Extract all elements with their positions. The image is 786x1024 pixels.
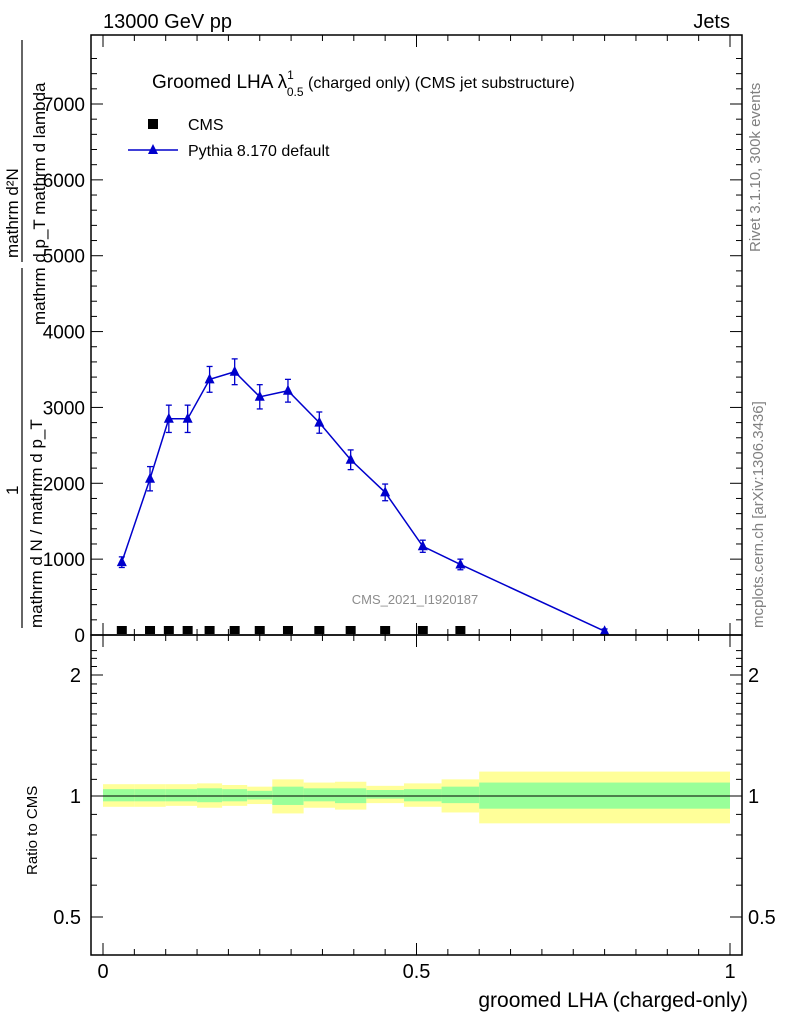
- cms-data-point: [116, 626, 127, 634]
- ratio-frame: [90, 634, 743, 956]
- y-tick-label: 7000: [43, 95, 85, 116]
- plot-title: Groomed LHA λ1 0.5 (charged only) (CMS je…: [152, 68, 575, 99]
- cms-data-point: [455, 626, 466, 634]
- cms-data-point: [182, 626, 193, 634]
- ratio-y-tick-labels: 0.5 0.5 1 1 2 2: [53, 665, 776, 929]
- pythia-data-point: [380, 486, 391, 497]
- main-y-axis-label: mathrm d²N mathrm d p_T mathrm d lambda …: [3, 40, 49, 628]
- pythia-line: [121, 370, 605, 632]
- cms-data-point: [254, 626, 265, 634]
- cms-data-point: [145, 626, 156, 634]
- ratio-band-inner: [366, 789, 404, 799]
- rivet-label: Rivet 3.1.10, 300k events: [747, 83, 764, 252]
- pythia-data-point: [116, 556, 127, 567]
- ratio-band-inner: [197, 788, 223, 803]
- cms-data-point: [345, 626, 356, 634]
- pythia-data-point: [282, 384, 293, 395]
- x-tick-label: 0.5: [403, 961, 431, 983]
- header-right: Jets: [693, 11, 730, 33]
- pythia-data-point: [163, 412, 174, 423]
- pythia-data-point: [455, 558, 466, 569]
- x-tick-labels: 0 0.5 1: [97, 961, 735, 983]
- ylabel-prefactor: 1: [3, 486, 22, 495]
- ratio-band-inner: [247, 790, 273, 800]
- cms-data-point: [314, 626, 325, 634]
- cms-data-point: [417, 626, 428, 634]
- cms-data-point: [380, 626, 391, 634]
- pythia-data-point: [254, 390, 265, 401]
- y-tick-label: 3000: [43, 398, 85, 419]
- ratio-y-tick-label-right: 0.5: [748, 907, 776, 929]
- pythia-data-point: [314, 416, 325, 427]
- y-tick-label: 2000: [43, 474, 85, 495]
- legend-cms-label: CMS: [188, 117, 224, 134]
- x-axis-label: groomed LHA (charged-only): [478, 989, 748, 1012]
- ylabel-lower: mathrm d N / mathrm d p_T: [27, 419, 46, 628]
- cms-data-point: [163, 626, 174, 634]
- title-sup: 1: [287, 68, 294, 82]
- pythia-data-point: [182, 412, 193, 423]
- ratio-panel: 0.5 0.51 12 2 0 0.5 1 Ratio to CMS groomed LH…: [24, 634, 776, 1012]
- y-tick-label: 1000: [43, 550, 85, 571]
- y-tick-label: 4000: [43, 323, 85, 344]
- cms-data-point: [282, 626, 293, 634]
- cms-data-point: [229, 626, 240, 634]
- ylabel-denominator: mathrm d p_T mathrm d lambda: [30, 82, 49, 325]
- x-tick-label: 0: [97, 961, 108, 983]
- main-y-tick-labels: 0 1000 2000 3000 4000 5000 6000 7000: [43, 95, 85, 647]
- ratio-band-inner: [403, 789, 442, 802]
- y-tick-label: 5000: [43, 247, 85, 268]
- title-main: Groomed LHA: [152, 72, 278, 93]
- x-tick-label: 1: [724, 961, 735, 983]
- header-left: 13000 GeV pp: [103, 11, 232, 33]
- legend-pythia-label: Pythia 8.170 default: [188, 143, 330, 160]
- legend-pythia-marker: [148, 144, 158, 154]
- ratio-band-inner: [165, 789, 198, 802]
- ratio-band-inner: [103, 789, 135, 802]
- ratio-y-tick-label-right: 2: [748, 665, 759, 687]
- legend: CMS Pythia 8.170 default: [128, 117, 330, 160]
- ratio-y-tick-label: 2: [70, 665, 81, 687]
- pythia-data-point: [417, 540, 428, 551]
- legend-cms-marker: [148, 119, 158, 129]
- ratio-y-tick-label: 1: [70, 786, 81, 808]
- analysis-watermark: CMS_2021_I1920187: [352, 592, 479, 607]
- ratio-bands: [103, 771, 730, 824]
- mcplots-label: mcplots.cern.ch [arXiv:1306.3436]: [750, 401, 767, 628]
- ratio-band-inner: [303, 788, 335, 802]
- main-series: [116, 358, 610, 636]
- ratio-y-tick-label: 0.5: [53, 907, 81, 929]
- pythia-data-point: [599, 625, 610, 636]
- main-panel: 0 1000 2000 3000 4000 5000 6000 7000 Groomed LH…: [3, 34, 743, 647]
- ratio-band-inner: [222, 789, 248, 802]
- main-ticks: [91, 35, 742, 636]
- pythia-data-point: [229, 365, 240, 376]
- ratio-band-inner: [134, 789, 166, 802]
- title-rest: (charged only) (CMS jet substructure): [304, 75, 575, 92]
- ratio-y-axis-label: Ratio to CMS: [24, 786, 41, 875]
- ratio-ticks: [91, 635, 742, 955]
- ratio-y-tick-label-right: 1: [748, 786, 759, 808]
- ratio-band-inner: [441, 786, 480, 804]
- cms-data-point: [204, 626, 215, 634]
- title-symbol: λ: [278, 72, 288, 93]
- ylabel-numerator: mathrm d²N: [3, 168, 22, 258]
- pythia-data-point: [345, 453, 356, 464]
- title-sub: 0.5: [287, 85, 304, 99]
- y-tick-label: 0: [74, 626, 85, 647]
- pythia-data-point: [145, 472, 156, 483]
- pythia-data-point: [204, 373, 215, 384]
- y-tick-label: 6000: [43, 171, 85, 192]
